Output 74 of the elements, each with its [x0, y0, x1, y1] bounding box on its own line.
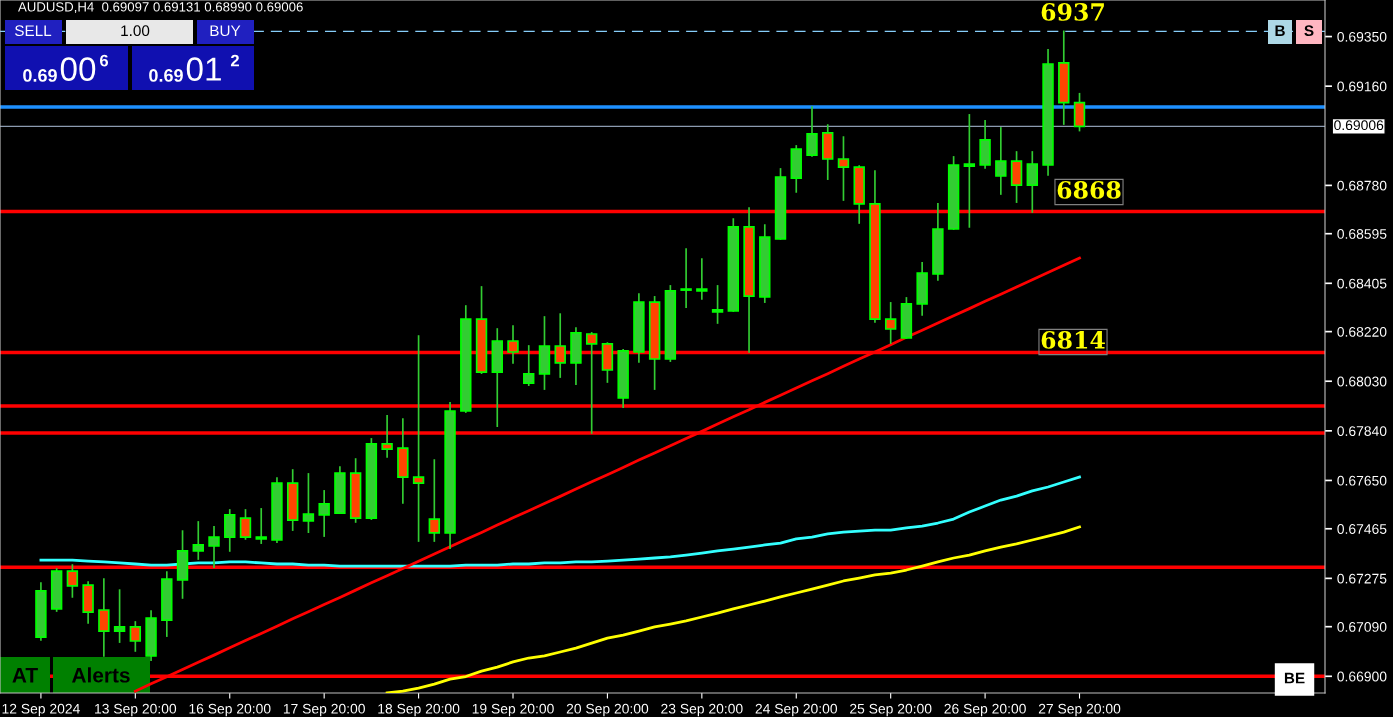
candlestick	[1026, 151, 1039, 213]
candlestick	[302, 473, 315, 533]
y-tick-label: 0.69160	[1337, 81, 1387, 92]
candlestick	[239, 509, 252, 540]
candlestick	[318, 490, 330, 537]
candlestick	[507, 325, 519, 364]
annotation: 0.69	[149, 69, 183, 82]
y-tick-label: 0.67465	[1337, 524, 1387, 534]
x-tick-label: 26 Sep 20:00	[944, 703, 1026, 717]
candlestick	[806, 106, 818, 157]
candlestick	[995, 127, 1007, 195]
line-series	[39, 475, 1081, 568]
y-tick-label: 0.68220	[1337, 326, 1387, 337]
x-tick-label: 16 Sep 20:00	[189, 703, 271, 717]
chart-title: AUDUSD,H4 0.69097 0.69131 0.68990 0.69006	[18, 2, 303, 14]
candlestick	[523, 345, 535, 386]
candlestick	[66, 564, 79, 598]
candlestick	[113, 589, 126, 643]
x-tick-label: 17 Sep 20:00	[283, 703, 365, 717]
candlestick	[963, 114, 976, 228]
candlestick	[884, 302, 897, 344]
candlestick	[554, 313, 566, 378]
x-tick-label: 27 Sep 20:00	[1038, 703, 1121, 717]
ref-line-label: BE	[1284, 672, 1305, 684]
annotation: SELL	[15, 25, 52, 37]
y-tick-label: 0.67650	[1337, 475, 1387, 486]
ref-line-label: 0.69006	[1334, 120, 1384, 131]
annotation: 2	[230, 54, 239, 67]
annotation: 6937	[1041, 2, 1104, 21]
annotation: 6814	[1041, 330, 1105, 349]
annotation: 6	[99, 54, 109, 67]
annotation: 01	[186, 57, 221, 81]
candlestick	[585, 332, 598, 434]
y-tick-label: 0.66900	[1337, 671, 1387, 682]
y-tick-label: 0.67090	[1337, 622, 1387, 632]
candlestick	[255, 508, 267, 544]
x-tick-label: 12 Sep 2024	[2, 703, 80, 717]
y-tick-label: 0.68780	[1337, 180, 1387, 191]
x-tick-label: 25 Sep 20:00	[850, 703, 932, 717]
text: S	[1304, 25, 1314, 37]
candlestick	[129, 621, 142, 652]
x-tick-label: 18 Sep 20:00	[378, 703, 460, 717]
candlestick	[680, 248, 692, 308]
candlestick	[837, 136, 850, 201]
y-tick-label: 0.69350	[1337, 31, 1387, 42]
candlestick	[224, 509, 236, 552]
x-tick-label: 20 Sep 20:00	[566, 703, 649, 717]
x-tick-label: 23 Sep 20:00	[661, 703, 743, 717]
candlestick	[428, 459, 441, 542]
candlestick	[381, 415, 393, 458]
annotation: BUY	[210, 25, 241, 37]
annotation: 0.69	[23, 69, 57, 82]
x-tick-label: 13 Sep 20:00	[95, 703, 177, 717]
x-tick-label: 24 Sep 20:00	[755, 703, 838, 717]
y-tick-label: 0.68030	[1337, 376, 1387, 387]
y-tick-label: 0.68595	[1337, 229, 1387, 239]
annotation: Alerts	[71, 667, 130, 683]
line-series	[385, 525, 1081, 693]
y-tick-label: 0.67275	[1337, 573, 1387, 584]
annotation: 1.00	[121, 25, 150, 37]
text: B	[1275, 25, 1285, 36]
y-tick-label: 0.67840	[1337, 426, 1387, 437]
annotation: AT	[12, 668, 38, 683]
x-tick-label: 19 Sep 20:00	[472, 703, 554, 717]
candlestick	[192, 521, 204, 560]
candlestick	[696, 258, 708, 300]
candlestick	[98, 578, 110, 657]
candlestick	[1073, 92, 1086, 132]
candlestick	[711, 285, 724, 324]
candlestick	[412, 335, 425, 542]
annotation: 00	[60, 57, 96, 81]
y-tick-label: 0.68405	[1337, 278, 1387, 289]
annotation: 6868	[1057, 180, 1121, 199]
candlestick	[208, 526, 220, 568]
